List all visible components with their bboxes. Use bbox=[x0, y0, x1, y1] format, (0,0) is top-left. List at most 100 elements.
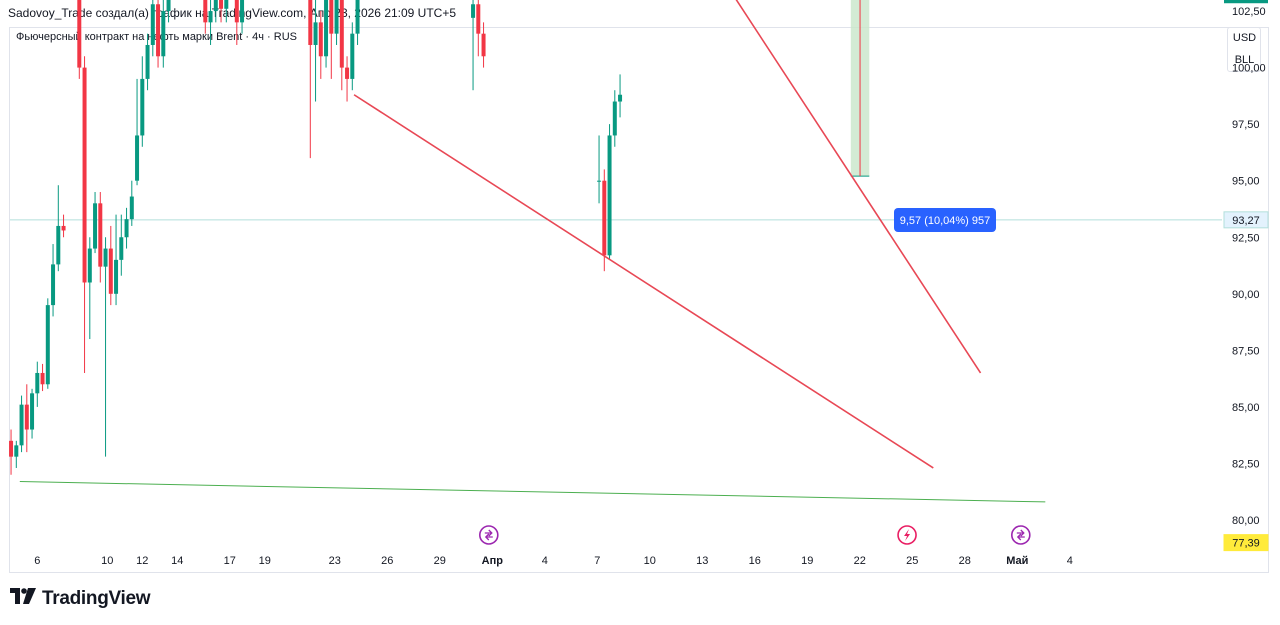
candle-body bbox=[345, 67, 350, 79]
candle-body bbox=[334, 0, 339, 34]
time-tick: 17 bbox=[224, 555, 236, 567]
candle bbox=[618, 74, 623, 118]
time-tick: 4 bbox=[542, 555, 548, 567]
price-label: 93,27 bbox=[1232, 215, 1260, 227]
candle-body bbox=[129, 196, 134, 220]
candle bbox=[607, 124, 612, 260]
candle-body bbox=[87, 248, 92, 283]
candle-body bbox=[24, 404, 29, 430]
price-chart[interactable]: 9,57 (10,04%) 957 117,50115,00112,50110,… bbox=[0, 0, 1280, 575]
price-tick: 100,00 bbox=[1232, 63, 1266, 75]
time-tick: 25 bbox=[906, 555, 918, 567]
candle-body bbox=[156, 4, 161, 57]
time-tick: Май bbox=[1006, 555, 1028, 567]
candle bbox=[82, 56, 87, 373]
candle bbox=[224, 0, 229, 23]
price-label: 77,39 bbox=[1232, 538, 1260, 550]
chart-frame bbox=[9, 27, 1269, 573]
time-axis[interactable]: 6 10 12 14 17 19 23 26 29 Апр 4 7 10 13 16 19 22 25 28 Май 4 bbox=[34, 555, 1073, 567]
event-markers[interactable] bbox=[478, 525, 1031, 545]
candle bbox=[30, 388, 35, 439]
support-line bbox=[19, 481, 1046, 503]
flash-event-icon bbox=[897, 525, 917, 545]
candle bbox=[77, 0, 82, 79]
candle-body bbox=[313, 22, 318, 45]
time-tick: 16 bbox=[749, 555, 761, 567]
candle-body bbox=[329, 0, 334, 34]
candle-body bbox=[61, 225, 66, 231]
candle bbox=[87, 237, 92, 340]
candle bbox=[234, 0, 239, 45]
candle-body bbox=[355, 0, 360, 34]
candle-body bbox=[30, 393, 35, 430]
candle-body bbox=[618, 94, 623, 102]
candle bbox=[56, 185, 61, 272]
measure-tool[interactable]: 9,57 (10,04%) 957 bbox=[850, 0, 996, 232]
currency-unit[interactable]: USD bbox=[1232, 32, 1257, 44]
time-tick: Апр bbox=[482, 555, 504, 567]
countdown-label: 50:10 bbox=[1232, 0, 1260, 2]
price-tick: 80,00 bbox=[1232, 515, 1260, 527]
price-label-box bbox=[1223, 534, 1269, 552]
time-tick: 10 bbox=[644, 555, 656, 567]
tradingview-logo-icon bbox=[10, 588, 36, 610]
candle-body bbox=[9, 440, 14, 457]
candle-body bbox=[108, 248, 113, 294]
candle bbox=[324, 0, 329, 68]
price-tick: 90,00 bbox=[1232, 289, 1260, 301]
event-glyph bbox=[484, 529, 493, 541]
candle bbox=[329, 0, 334, 79]
candle bbox=[208, 0, 213, 45]
candle bbox=[313, 0, 318, 102]
measure-unit[interactable]: BLL bbox=[1234, 54, 1255, 66]
candle-body bbox=[103, 248, 108, 267]
time-tick: 14 bbox=[171, 555, 183, 567]
time-tick: 13 bbox=[696, 555, 708, 567]
candle-body bbox=[597, 180, 602, 182]
tradingview-logo[interactable]: TradingView bbox=[10, 588, 151, 610]
candle bbox=[334, 0, 339, 45]
trendlines[interactable] bbox=[353, 0, 982, 469]
candle-body bbox=[350, 33, 355, 79]
time-tick: 22 bbox=[854, 555, 866, 567]
price-tick: 87,50 bbox=[1232, 345, 1260, 357]
candle bbox=[19, 395, 24, 453]
candle-body bbox=[339, 0, 344, 68]
candle bbox=[45, 298, 50, 389]
candle bbox=[61, 214, 66, 238]
time-tick: 6 bbox=[34, 555, 40, 567]
time-tick: 4 bbox=[1067, 555, 1073, 567]
price-tick: 85,00 bbox=[1232, 402, 1260, 414]
candle bbox=[145, 33, 150, 91]
candle bbox=[166, 0, 171, 23]
time-tick: 12 bbox=[136, 555, 148, 567]
candle bbox=[124, 207, 129, 249]
candle-body bbox=[219, 0, 224, 9]
candle-body bbox=[224, 0, 229, 9]
candle-body bbox=[150, 4, 155, 45]
candle bbox=[156, 0, 161, 68]
candle-body bbox=[98, 203, 103, 267]
time-tick: 23 bbox=[329, 555, 341, 567]
candle bbox=[98, 192, 103, 283]
candle-body bbox=[45, 305, 50, 385]
time-tick: 19 bbox=[801, 555, 813, 567]
candles bbox=[9, 0, 623, 475]
last-price-box bbox=[1224, 0, 1268, 4]
event-glyph bbox=[1016, 529, 1025, 541]
time-tick: 29 bbox=[434, 555, 446, 567]
time-tick: 7 bbox=[594, 555, 600, 567]
price-axis[interactable]: 117,50115,00112,50110,00107,50105,00102,… bbox=[1232, 0, 1266, 527]
candle bbox=[119, 214, 124, 276]
candle bbox=[612, 90, 617, 147]
time-tick: 28 bbox=[959, 555, 971, 567]
measure-label-box bbox=[894, 208, 996, 232]
candle-body bbox=[82, 67, 87, 283]
dividend-event-icon-1 bbox=[478, 525, 499, 545]
tradingview-brand: TradingView bbox=[42, 588, 151, 609]
candle-body bbox=[213, 0, 218, 12]
candle bbox=[129, 180, 134, 226]
candle bbox=[308, 0, 313, 159]
candle bbox=[339, 0, 344, 91]
